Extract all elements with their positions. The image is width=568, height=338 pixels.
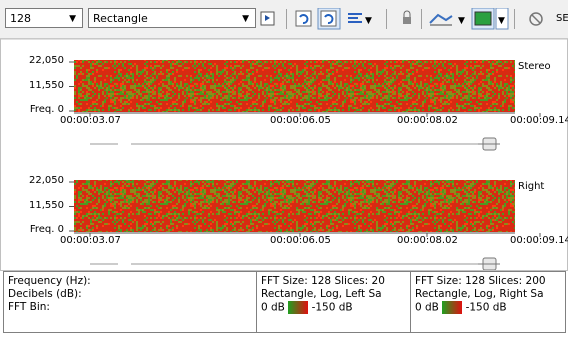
info-line: Rectangle, Log, Left Sa xyxy=(261,288,406,301)
spectrogram xyxy=(74,60,515,112)
channel-label: Stereo xyxy=(518,61,551,72)
spectrogram xyxy=(74,180,515,232)
info-line: Rectangle, Log, Right Sa xyxy=(415,288,561,301)
icon-button[interactable] xyxy=(261,12,274,25)
time-label: 00:00:09.14 xyxy=(510,115,568,126)
stop-button[interactable] xyxy=(530,13,542,25)
spectrum-button-pressed[interactable]: ▼ xyxy=(472,8,508,29)
freq-label: 22,050 xyxy=(2,55,64,66)
toolbar-icons: ▼ ▼ ▼ xyxy=(258,8,568,32)
time-label: 00:00:06.05 xyxy=(270,115,331,126)
truncated-label: SE xyxy=(556,13,568,24)
time-label: 00:00:08.02 xyxy=(397,115,458,126)
color-scale xyxy=(288,301,308,314)
channel-info: FFT Size: 128 Slices: 200 Rectangle, Log… xyxy=(410,271,566,333)
separator xyxy=(514,9,515,29)
db-max: 0 dB xyxy=(415,302,439,314)
svg-text:▼: ▼ xyxy=(458,16,465,26)
dropdown-arrow: ▼ xyxy=(242,9,249,29)
icon-button-pressed[interactable] xyxy=(318,8,340,29)
dropdown-value: Rectangle xyxy=(93,12,148,25)
info-labels: Frequency (Hz): Decibels (dB): FFT Bin: xyxy=(3,271,257,333)
svg-text:▼: ▼ xyxy=(365,16,372,26)
icon-button[interactable]: ▼ xyxy=(348,14,372,26)
dropdown-arrow: ▼ xyxy=(69,9,76,29)
freq-label: Freq. 0 xyxy=(2,224,64,235)
db-max: 0 dB xyxy=(261,302,285,314)
freq-label: 22,050 xyxy=(2,175,64,186)
freq-label: 11,550 xyxy=(2,200,64,211)
lock-button[interactable] xyxy=(403,11,411,24)
page: 128 ▼ Rectangle ▼ ▼ ▼ ▼ SE 22,050 11,550 Fre… xyxy=(0,0,568,338)
icon-button[interactable] xyxy=(296,11,311,26)
freq-label: 11,550 xyxy=(2,80,64,91)
color-scale xyxy=(442,301,462,314)
fft-size-dropdown[interactable]: 128 ▼ xyxy=(5,8,83,28)
time-label: 00:00:03.07 xyxy=(60,115,121,126)
separator xyxy=(286,9,287,29)
time-label: 00:00:03.07 xyxy=(60,235,121,246)
separator xyxy=(386,9,387,29)
info-line: FFT Size: 128 Slices: 20 xyxy=(261,275,406,288)
toolbar: 128 ▼ Rectangle ▼ ▼ ▼ ▼ SE xyxy=(0,0,568,39)
db-min: -150 dB xyxy=(312,302,353,314)
freq-label: Freq. 0 xyxy=(2,104,64,115)
svg-text:▼: ▼ xyxy=(498,16,505,26)
db-min: -150 dB xyxy=(466,302,507,314)
info-line: FFT Size: 128 Slices: 200 xyxy=(415,275,561,288)
info-label: Decibels (dB): xyxy=(8,288,252,301)
channel-info: FFT Size: 128 Slices: 20 Rectangle, Log,… xyxy=(256,271,411,333)
info-label: FFT Bin: xyxy=(8,301,252,314)
info-label: Frequency (Hz): xyxy=(8,275,252,288)
time-label: 00:00:06.05 xyxy=(270,235,331,246)
separator xyxy=(421,9,422,29)
icon-button[interactable]: ▼ xyxy=(430,15,465,26)
time-label: 00:00:08.02 xyxy=(397,235,458,246)
dropdown-value: 128 xyxy=(10,12,31,25)
time-label: 00:00:09.14 xyxy=(510,235,568,246)
channel-label: Right xyxy=(518,181,544,192)
window-dropdown[interactable]: Rectangle ▼ xyxy=(88,8,256,28)
